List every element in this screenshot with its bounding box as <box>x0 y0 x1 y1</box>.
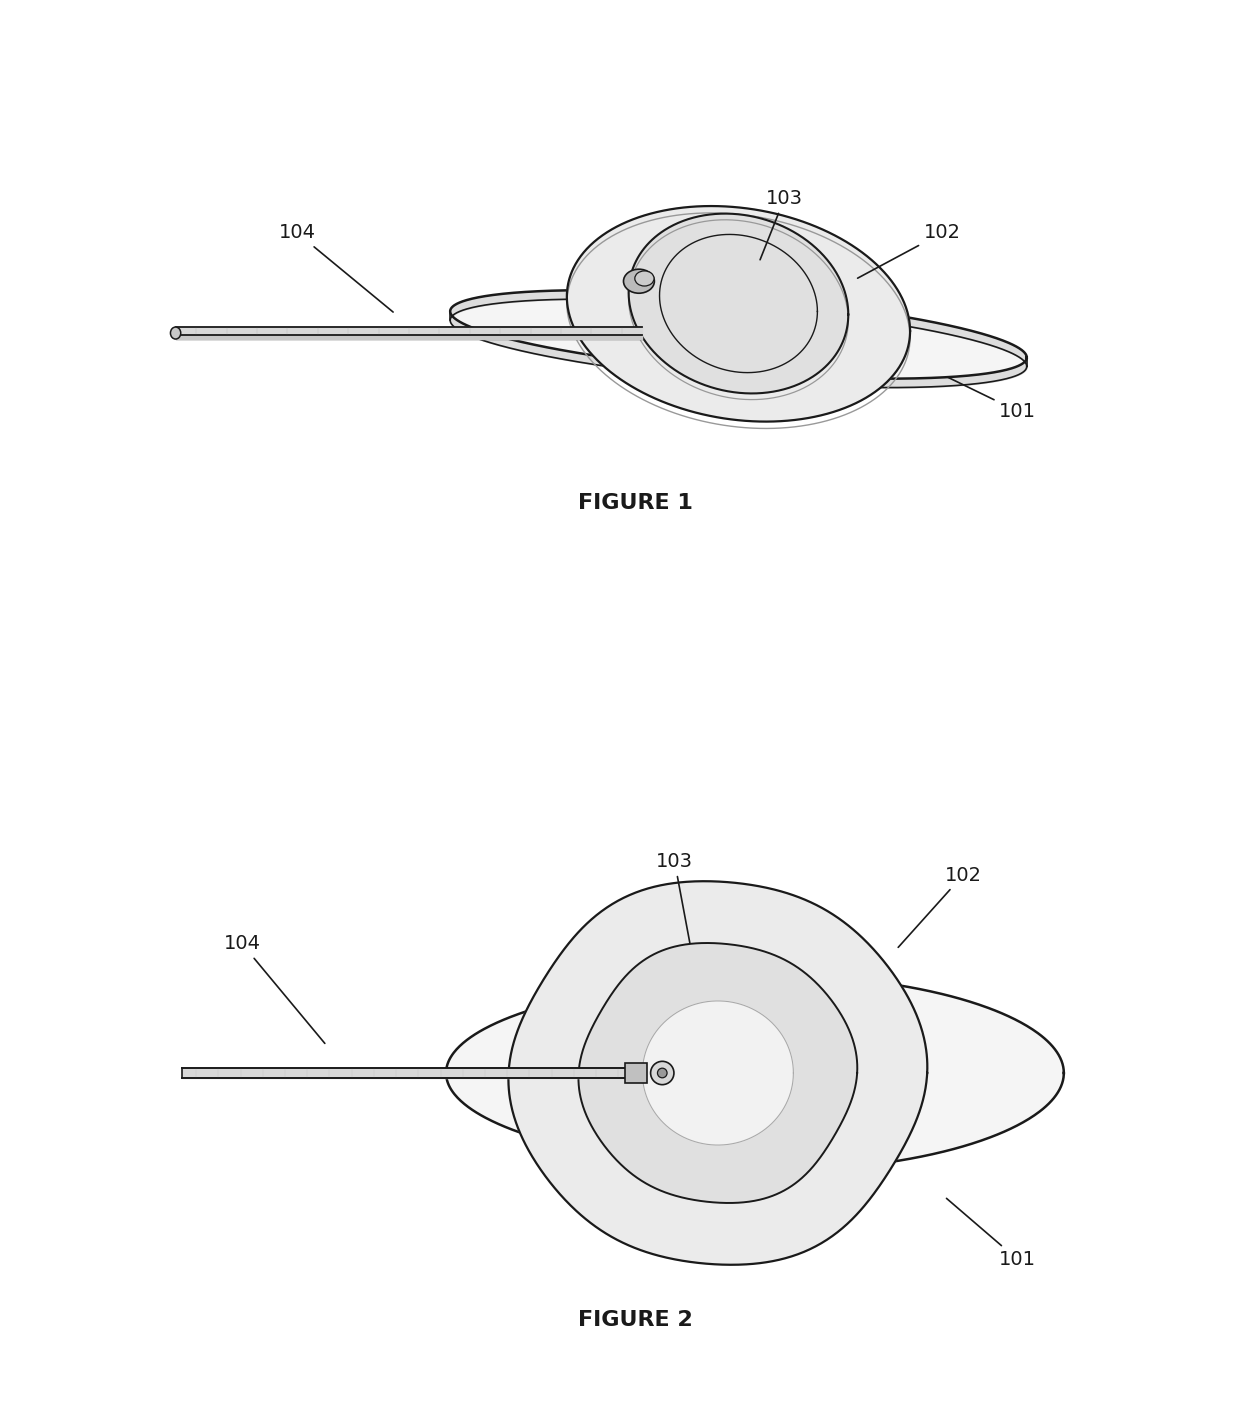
Polygon shape <box>578 942 857 1202</box>
Text: 104: 104 <box>223 934 325 1044</box>
Polygon shape <box>508 881 928 1265</box>
Text: FIGURE 2: FIGURE 2 <box>578 1309 693 1329</box>
Text: 102: 102 <box>898 865 981 947</box>
Polygon shape <box>629 214 848 394</box>
Text: 101: 101 <box>947 377 1037 421</box>
Text: FIGURE 1: FIGURE 1 <box>578 493 693 513</box>
Polygon shape <box>450 290 1027 378</box>
Ellipse shape <box>170 327 181 338</box>
Text: 103: 103 <box>656 853 693 944</box>
Circle shape <box>657 1068 667 1078</box>
Text: 102: 102 <box>858 223 961 278</box>
Ellipse shape <box>624 270 655 293</box>
Text: 104: 104 <box>279 223 393 313</box>
Polygon shape <box>625 1064 647 1082</box>
Polygon shape <box>567 206 910 421</box>
Polygon shape <box>446 975 1064 1171</box>
Text: 103: 103 <box>760 188 804 260</box>
Ellipse shape <box>635 271 653 286</box>
Text: 101: 101 <box>946 1198 1037 1269</box>
Circle shape <box>651 1061 675 1085</box>
Polygon shape <box>642 1001 794 1145</box>
